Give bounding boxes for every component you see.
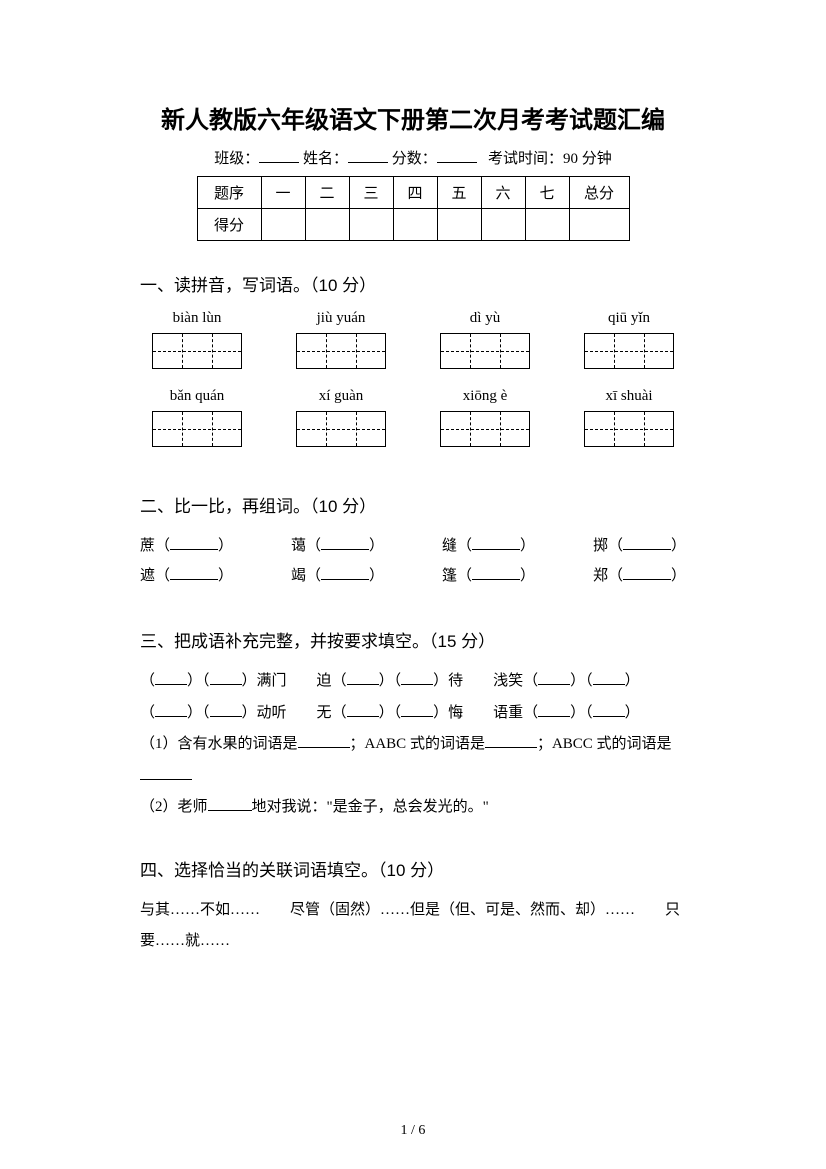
blank[interactable] [347,703,379,717]
score-cell[interactable] [481,209,525,241]
s3-q1: （1）含有水果的词语是；AABC 式的词语是；ABCC 式的词语是 [140,729,686,761]
blank[interactable] [472,537,520,551]
class-blank[interactable] [259,148,299,163]
class-label: 班级： [214,151,259,167]
char: 篷 [442,568,457,584]
pinyin-label: xī shuài [572,388,686,405]
blank[interactable] [155,672,187,686]
blank[interactable] [485,735,537,749]
blank[interactable] [593,672,625,686]
char: 掷 [593,538,608,554]
char-box[interactable] [296,411,386,447]
score-cell[interactable] [437,209,481,241]
score-blank[interactable] [437,148,477,163]
pinyin-grid: biàn lùn jiù yuán dì yù qiū yǐn bǎn quán… [140,310,686,452]
char-box[interactable] [440,411,530,447]
th-4: 四 [393,177,437,209]
compare-row-1: 蔗（） 蔼（） 缝（） 掷（） [140,531,686,561]
section2-head: 二、比一比，再组词。（10 分） [140,492,686,517]
th-6: 六 [481,177,525,209]
blank[interactable] [538,703,570,717]
blank[interactable] [155,703,187,717]
th-1: 一 [261,177,305,209]
char-box[interactable] [584,333,674,369]
pinyin-label: dì yù [428,310,542,327]
pinyin-label: jiù yuán [284,310,398,327]
blank[interactable] [210,703,242,717]
pinyin-label: biàn lùn [140,310,254,327]
td-score-label: 得分 [197,209,261,241]
th-seq: 题序 [197,177,261,209]
char: 蔼 [291,538,306,554]
th-total: 总分 [569,177,629,209]
th-7: 七 [525,177,569,209]
blank[interactable] [623,567,671,581]
char: 郑 [593,568,608,584]
th-5: 五 [437,177,481,209]
pinyin-label: qiū yǐn [572,310,686,327]
page-number: 1 / 6 [0,1123,826,1139]
blank[interactable] [347,672,379,686]
section1-head: 一、读拼音，写词语。（10 分） [140,271,686,296]
score-cell[interactable] [569,209,629,241]
char: 蔗 [140,538,155,554]
score-cell[interactable] [393,209,437,241]
compare-row-2: 遮（） 竭（） 篷（） 郑（） [140,561,686,591]
pinyin-label: xí guàn [284,388,398,405]
name-label: 姓名： [303,151,348,167]
blank[interactable] [623,537,671,551]
blank[interactable] [538,672,570,686]
blank[interactable] [321,537,369,551]
blank[interactable] [170,567,218,581]
s3-line2: （）（）动听 无（）（）悔 语重（）（） [140,698,686,730]
s3-q1-cont [140,761,686,793]
blank[interactable] [140,766,192,780]
time-label: 考试时间：90 分钟 [488,151,612,167]
char-box[interactable] [152,411,242,447]
s4-options: 与其……不如…… 尽管（固然）……但是（但、可是、然而、却）…… 只要……就…… [140,895,686,958]
char: 遮 [140,568,155,584]
blank[interactable] [208,798,252,812]
th-3: 三 [349,177,393,209]
meta-row: 班级： 姓名： 分数： 考试时间：90 分钟 [140,147,686,168]
pinyin-label: bǎn quán [140,388,254,405]
blank[interactable] [170,537,218,551]
blank[interactable] [593,703,625,717]
score-table: 题序 一 二 三 四 五 六 七 总分 得分 [197,176,630,241]
score-cell[interactable] [525,209,569,241]
score-label: 分数： [392,151,437,167]
blank[interactable] [401,703,433,717]
char-box[interactable] [296,333,386,369]
char: 竭 [291,568,306,584]
section4-head: 四、选择恰当的关联词语填空。（10 分） [140,856,686,881]
blank[interactable] [321,567,369,581]
char-box[interactable] [152,333,242,369]
score-cell[interactable] [261,209,305,241]
blank[interactable] [210,672,242,686]
s3-line1: （）（）满门 迫（）（）待 浅笑（）（） [140,666,686,698]
table-row: 得分 [197,209,629,241]
s3-q2: （2）老师地对我说："是金子，总会发光的。" [140,792,686,824]
table-row: 题序 一 二 三 四 五 六 七 总分 [197,177,629,209]
th-2: 二 [305,177,349,209]
score-cell[interactable] [349,209,393,241]
blank[interactable] [298,735,350,749]
char-box[interactable] [584,411,674,447]
name-blank[interactable] [348,148,388,163]
blank[interactable] [472,567,520,581]
score-cell[interactable] [305,209,349,241]
blank[interactable] [401,672,433,686]
char-box[interactable] [440,333,530,369]
pinyin-label: xiōng è [428,388,542,405]
section3-head: 三、把成语补充完整，并按要求填空。（15 分） [140,627,686,652]
page-title: 新人教版六年级语文下册第二次月考考试题汇编 [140,100,686,135]
char: 缝 [442,538,457,554]
